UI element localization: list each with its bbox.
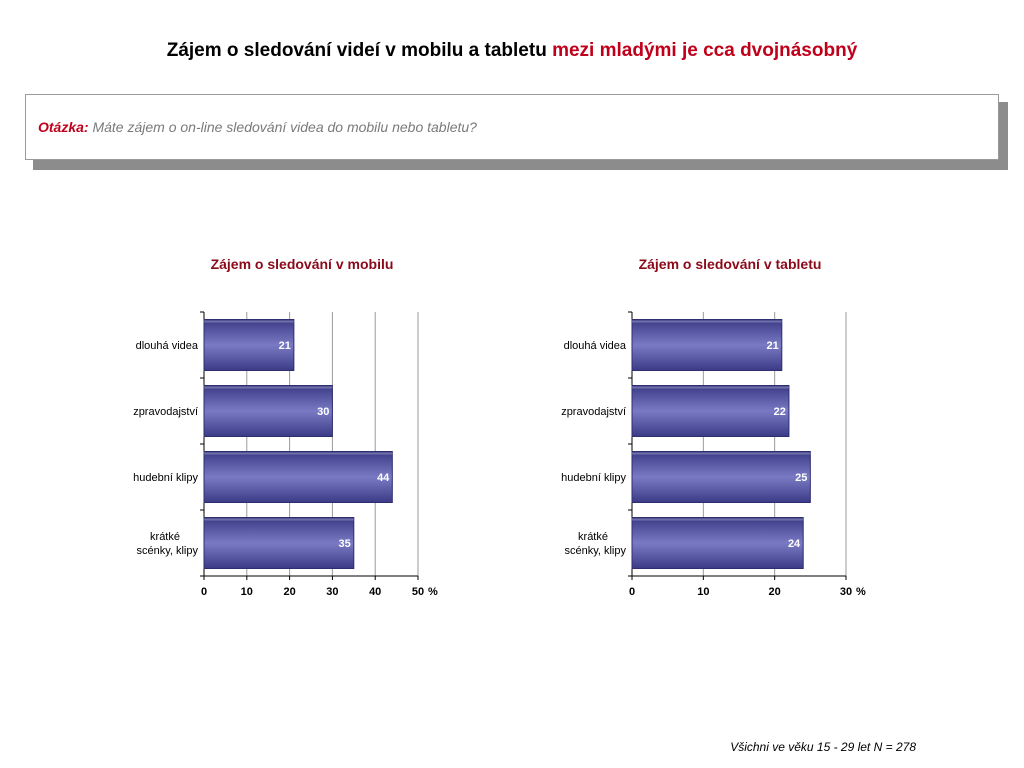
- category-label-line: hudební klipy: [133, 472, 198, 484]
- x-tick-label: 10: [697, 586, 709, 598]
- mobile-bar-chart: 0 10 20 30 40 50 % 21 dlouhá videa 30 zpravodajstv…: [133, 311, 438, 598]
- category-label-line: scénky, klipy: [564, 545, 626, 557]
- category-label: hudební klipy: [133, 472, 198, 484]
- chart-title-tablet: Zájem o sledování v tabletu: [638, 256, 822, 272]
- bar-highlight: [204, 518, 354, 521]
- x-tick-label: 40: [369, 586, 381, 598]
- x-tick-label: 10: [241, 586, 253, 598]
- category-label: krátké scénky, klipy: [564, 531, 626, 557]
- category-label-line: scénky, klipy: [136, 545, 198, 557]
- x-tick-label: 0: [201, 586, 207, 598]
- bar-value-label: 21: [767, 340, 779, 352]
- x-axis-unit: %: [428, 586, 438, 598]
- bar: [203, 385, 333, 437]
- page-title: Zájem o sledování videí v mobilu a table…: [0, 40, 1024, 62]
- page-title-main: Zájem o sledování videí v mobilu a table…: [166, 40, 547, 61]
- bar-highlight: [632, 518, 804, 521]
- category-label-line: zpravodajství: [133, 406, 198, 418]
- category-label-line: krátké: [150, 531, 180, 543]
- bar-value-label: 44: [377, 472, 390, 484]
- category-label-line: dlouhá videa: [136, 340, 199, 352]
- bar: [631, 319, 783, 371]
- bar-highlight: [632, 386, 789, 389]
- category-label: zpravodajství: [561, 406, 626, 418]
- bar-value-label: 25: [795, 472, 807, 484]
- category-label-line: dlouhá videa: [564, 340, 627, 352]
- page-title-highlight: mezi mladými je cca dvojnásobný: [552, 40, 858, 61]
- bar-highlight: [204, 386, 333, 389]
- footer-note: Všichni ve věku 15 - 29 let N = 278: [730, 740, 916, 754]
- bar-value-label: 24: [788, 538, 801, 550]
- x-tick-label: 30: [326, 586, 338, 598]
- question: Otázka: Máte zájem o on-line sledování v…: [38, 119, 477, 135]
- category-label: dlouhá videa: [136, 340, 199, 352]
- footer-base: Všichni ve věku 15 - 29 let: [730, 740, 871, 754]
- bar-highlight: [632, 320, 782, 323]
- x-tick-label: 30: [840, 586, 852, 598]
- bar: [631, 451, 811, 503]
- x-tick-label: 20: [283, 586, 295, 598]
- bar: [203, 451, 393, 503]
- x-tick-label: 0: [629, 586, 635, 598]
- question-text: Máte zájem o on-line sledování videa do …: [92, 119, 477, 135]
- question-label: Otázka:: [38, 119, 89, 135]
- x-tick-label: 20: [769, 586, 781, 598]
- bar-value-label: 21: [279, 340, 291, 352]
- bar: [203, 517, 355, 569]
- bar-value-label: 35: [339, 538, 351, 550]
- category-label: hudební klipy: [561, 472, 626, 484]
- footer-n-label: N =: [873, 740, 893, 754]
- category-label-line: hudební klipy: [561, 472, 626, 484]
- question-box: Otázka: Máte zájem o on-line sledování v…: [25, 94, 999, 160]
- bar: [631, 385, 790, 437]
- category-label-line: krátké: [578, 531, 608, 543]
- footer-n-value: 278: [895, 740, 916, 754]
- bar-highlight: [204, 320, 294, 323]
- x-axis-unit: %: [856, 586, 866, 598]
- chart-title-mobile: Zájem o sledování v mobilu: [210, 256, 394, 272]
- bar-highlight: [632, 452, 811, 455]
- category-label: dlouhá videa: [564, 340, 627, 352]
- bar: [631, 517, 804, 569]
- category-label: zpravodajství: [133, 406, 198, 418]
- x-tick-label: 50: [412, 586, 424, 598]
- bar: [203, 319, 295, 371]
- category-label-line: zpravodajství: [561, 406, 626, 418]
- tablet-bar-chart: 0 10 20 30 % 21 dlouhá videa 22 zpravodajství 25 h…: [561, 311, 866, 598]
- category-label: krátké scénky, klipy: [136, 531, 198, 557]
- bar-highlight: [204, 452, 393, 455]
- bar-value-label: 30: [317, 406, 329, 418]
- bar-value-label: 22: [774, 406, 786, 418]
